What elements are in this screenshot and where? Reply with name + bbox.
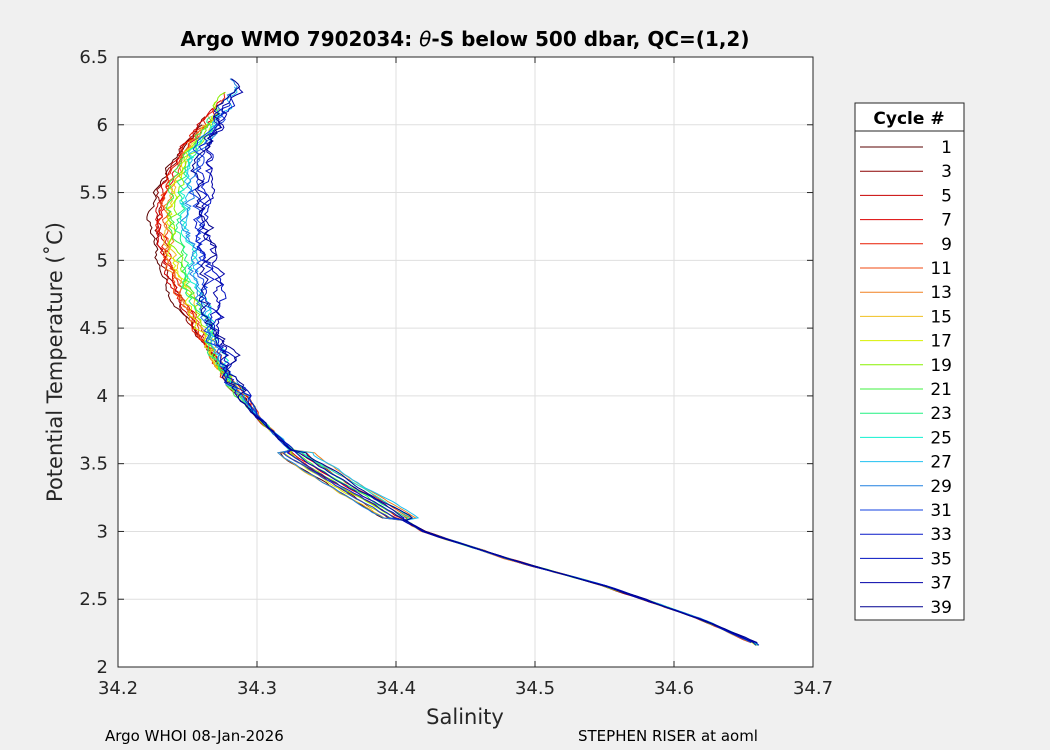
profile-line-cycle-39 xyxy=(190,78,758,644)
y-tick-label: 5.5 xyxy=(79,183,108,204)
y-tick-label: 2 xyxy=(97,657,108,678)
grid xyxy=(117,56,814,668)
legend-label: 21 xyxy=(930,380,952,400)
x-tick-label: 34.5 xyxy=(515,678,555,699)
y-tick-label: 3.5 xyxy=(79,454,108,475)
y-axis-label: Potential Temperature (˚C) xyxy=(43,222,67,502)
legend-label: 29 xyxy=(930,477,952,497)
legend-label: 5 xyxy=(941,186,952,206)
ticks: 34.2 34.3 34.4 34.5 34.6 34.7 2 2.5 3 3.5 4 4.5 5 5.5… xyxy=(79,47,833,699)
legend-label: 19 xyxy=(930,356,952,376)
plot-frame xyxy=(117,56,814,668)
legend: Cycle # 13579111315171921232527293133353… xyxy=(854,102,965,621)
legend-label: 13 xyxy=(930,283,952,303)
legend-label: 11 xyxy=(930,259,952,279)
legend-label: 37 xyxy=(930,574,952,594)
x-tick-label: 34.7 xyxy=(793,678,833,699)
legend-label: 1 xyxy=(941,138,952,158)
footer-right: STEPHEN RISER at aoml xyxy=(578,727,758,745)
legend-label: 23 xyxy=(930,404,952,424)
x-tick-label: 34.3 xyxy=(237,678,277,699)
y-tick-label: 5 xyxy=(97,250,108,271)
legend-label: 7 xyxy=(941,211,952,231)
x-axis-label: Salinity xyxy=(426,705,504,729)
legend-label: 25 xyxy=(930,428,952,448)
legend-label: 35 xyxy=(930,549,952,569)
legend-label: 15 xyxy=(930,307,952,327)
legend-label: 9 xyxy=(941,235,952,255)
y-tick-label: 3 xyxy=(97,521,108,542)
legend-label: 27 xyxy=(930,453,952,473)
legend-label: 31 xyxy=(930,501,952,521)
y-tick-label: 4.5 xyxy=(79,318,108,339)
legend-title: Cycle # xyxy=(873,109,944,129)
legend-label: 39 xyxy=(930,598,952,618)
x-tick-label: 34.4 xyxy=(376,678,416,699)
y-tick-label: 4 xyxy=(97,386,108,407)
y-tick-label: 2.5 xyxy=(79,589,108,610)
profile-lines xyxy=(146,78,760,646)
y-tick-label: 6.5 xyxy=(79,47,108,68)
chart-title: Argo WMO 7902034: θ-S below 500 dbar, QC… xyxy=(181,27,750,51)
footer-left: Argo WHOI 08-Jan-2026 xyxy=(105,727,284,745)
x-tick-label: 34.6 xyxy=(654,678,694,699)
x-tick-label: 34.2 xyxy=(98,678,138,699)
y-tick-label: 6 xyxy=(97,115,108,136)
legend-label: 3 xyxy=(941,162,952,182)
legend-label: 17 xyxy=(930,332,952,352)
legend-label: 33 xyxy=(930,525,952,545)
